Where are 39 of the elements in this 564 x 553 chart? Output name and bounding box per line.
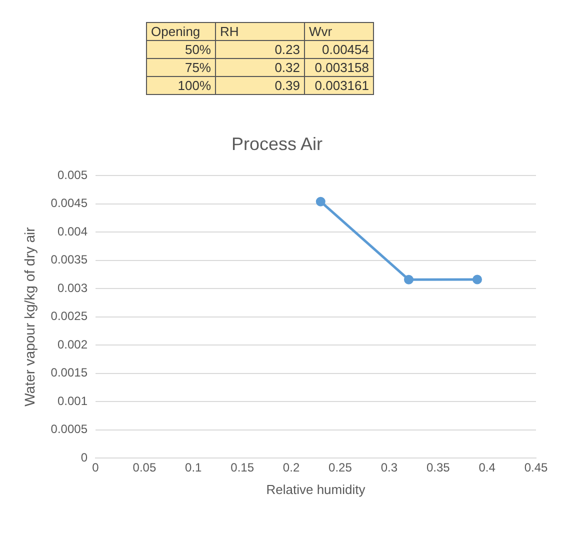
x-tick-label: 0.3 <box>380 460 398 475</box>
text: RH <box>216 22 304 40</box>
text: Opening <box>146 22 216 40</box>
x-tick-label: 0.2 <box>282 460 300 475</box>
text: 0.003158 <box>304 58 374 76</box>
x-axis-title: Relative humidity <box>266 482 366 497</box>
y-tick-label: 0.001 <box>57 394 88 408</box>
text: 0.32 <box>216 58 304 76</box>
text: 50% <box>146 40 216 58</box>
y-tick-label: 0.0005 <box>50 422 88 436</box>
y-tick-label: 0 <box>80 450 88 464</box>
x-tick-label: 0.15 <box>230 460 254 475</box>
text: 0.00454 <box>304 40 374 58</box>
y-tick-label: 0.004 <box>57 224 88 238</box>
x-tick-label: 0.1 <box>185 460 202 475</box>
text: 75% <box>146 58 216 76</box>
x-tick-label: 0.45 <box>524 460 548 475</box>
x-tick-label: 0.4 <box>478 460 496 475</box>
x-tick-label: 0.25 <box>328 460 352 475</box>
y-tick-label: 0.003 <box>57 280 88 295</box>
x-tick-label: 0.05 <box>132 460 156 475</box>
text: 0.003161 <box>304 76 374 94</box>
text: 0.39 <box>216 76 304 94</box>
point <box>404 274 414 284</box>
y-tick-label: 0.005 <box>57 168 88 182</box>
x-tick-label: 0.35 <box>426 460 450 475</box>
text: 0.23 <box>216 40 304 58</box>
chart-title: Process Air <box>231 134 323 154</box>
y-tick-label: 0.0045 <box>50 196 88 210</box>
point <box>316 196 326 206</box>
y-tick-label: 0.002 <box>57 337 88 352</box>
text: Wvr <box>304 22 374 40</box>
y-tick-label: 0.0025 <box>50 309 88 324</box>
y-tick-label: 0.0015 <box>50 366 88 380</box>
x-tick-label: 0 <box>92 460 100 475</box>
y-tick-label: 0.0035 <box>50 252 88 267</box>
point <box>472 274 482 284</box>
text: 100% <box>146 76 216 94</box>
y-axis-title: Water vapour kg/kg of dry air <box>21 226 38 406</box>
